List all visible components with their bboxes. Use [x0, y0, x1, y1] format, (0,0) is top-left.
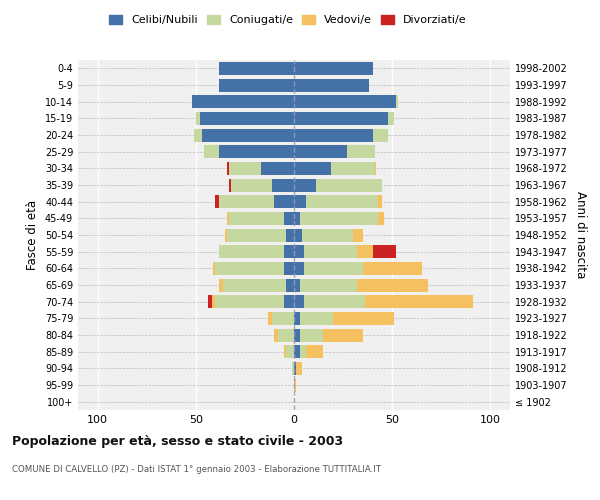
Bar: [229, 212, 284, 225]
Bar: [220, 62, 294, 75]
Bar: [203, 145, 220, 158]
Bar: [229, 178, 231, 192]
Bar: [227, 212, 229, 225]
Bar: [388, 112, 394, 125]
Bar: [278, 328, 294, 342]
Bar: [196, 112, 200, 125]
Bar: [357, 245, 373, 258]
Bar: [302, 228, 353, 241]
Bar: [260, 162, 294, 175]
Bar: [306, 195, 379, 208]
Bar: [373, 128, 388, 141]
Bar: [268, 312, 272, 325]
Bar: [294, 62, 373, 75]
Bar: [215, 262, 284, 275]
Bar: [227, 228, 286, 241]
Bar: [286, 278, 294, 291]
Bar: [286, 345, 294, 358]
Bar: [379, 212, 385, 225]
Text: Popolazione per età, sesso e stato civile - 2003: Popolazione per età, sesso e stato civil…: [12, 435, 343, 448]
Bar: [286, 228, 294, 241]
Bar: [294, 145, 347, 158]
Bar: [284, 212, 294, 225]
Bar: [353, 228, 363, 241]
Bar: [274, 328, 278, 342]
Bar: [274, 195, 294, 208]
Bar: [294, 228, 302, 241]
Bar: [284, 245, 294, 258]
Bar: [272, 312, 294, 325]
Bar: [294, 112, 388, 125]
Bar: [192, 95, 294, 108]
Bar: [304, 245, 357, 258]
Bar: [200, 112, 294, 125]
Bar: [294, 95, 396, 108]
Bar: [396, 95, 398, 108]
Bar: [214, 262, 215, 275]
Bar: [202, 128, 294, 141]
Bar: [304, 262, 363, 275]
Bar: [220, 195, 274, 208]
Bar: [331, 162, 374, 175]
Y-axis label: Anni di nascita: Anni di nascita: [574, 192, 587, 278]
Bar: [304, 295, 365, 308]
Bar: [284, 262, 294, 275]
Bar: [294, 345, 300, 358]
Text: COMUNE DI CALVELLO (PZ) - Dati ISTAT 1° gennaio 2003 - Elaborazione TUTTITALIA.I: COMUNE DI CALVELLO (PZ) - Dati ISTAT 1° …: [12, 465, 381, 474]
Bar: [284, 345, 286, 358]
Bar: [294, 128, 373, 141]
Bar: [227, 162, 229, 175]
Bar: [220, 245, 284, 258]
Bar: [215, 295, 284, 308]
Bar: [294, 162, 331, 175]
Bar: [379, 195, 382, 208]
Y-axis label: Fasce di età: Fasce di età: [26, 200, 39, 270]
Bar: [363, 262, 422, 275]
Bar: [208, 295, 212, 308]
Bar: [212, 295, 215, 308]
Bar: [294, 178, 316, 192]
Bar: [292, 362, 294, 375]
Bar: [323, 328, 363, 342]
Bar: [220, 278, 223, 291]
Bar: [306, 345, 323, 358]
Bar: [194, 128, 202, 141]
Bar: [300, 278, 357, 291]
Bar: [294, 295, 304, 308]
Bar: [294, 362, 296, 375]
Bar: [294, 378, 296, 392]
Bar: [272, 178, 294, 192]
Bar: [231, 178, 272, 192]
Bar: [316, 178, 382, 192]
Bar: [220, 78, 294, 92]
Bar: [294, 262, 304, 275]
Bar: [294, 328, 300, 342]
Bar: [300, 312, 333, 325]
Bar: [374, 162, 376, 175]
Legend: Celibi/Nubili, Coniugati/e, Vedovi/e, Divorziati/e: Celibi/Nubili, Coniugati/e, Vedovi/e, Di…: [105, 10, 471, 30]
Bar: [357, 278, 428, 291]
Bar: [284, 295, 294, 308]
Bar: [294, 312, 300, 325]
Bar: [296, 362, 302, 375]
Bar: [365, 295, 473, 308]
Bar: [229, 162, 260, 175]
Bar: [333, 312, 394, 325]
Bar: [220, 145, 294, 158]
Bar: [347, 145, 374, 158]
Bar: [373, 245, 396, 258]
Bar: [300, 345, 306, 358]
Bar: [294, 195, 306, 208]
Bar: [300, 212, 379, 225]
Bar: [294, 212, 300, 225]
Bar: [294, 78, 368, 92]
Bar: [294, 245, 304, 258]
Bar: [225, 228, 227, 241]
Bar: [294, 278, 300, 291]
Bar: [300, 328, 323, 342]
Bar: [215, 195, 220, 208]
Bar: [223, 278, 286, 291]
